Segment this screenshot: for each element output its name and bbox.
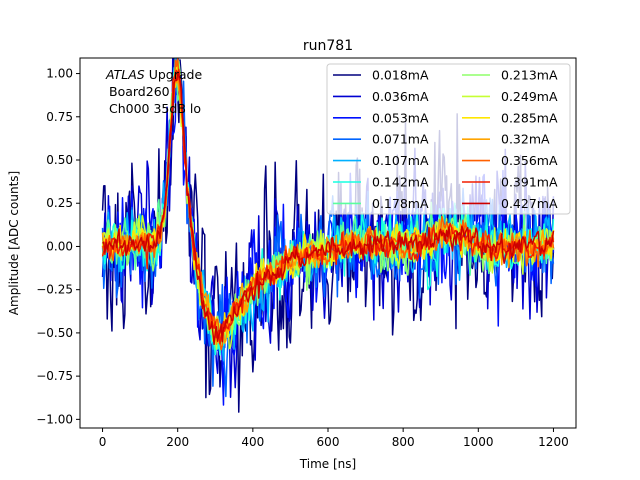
legend-label: 0.053mA xyxy=(372,110,429,125)
legend-label: 0.018mA xyxy=(372,68,429,83)
x-tick-label: 800 xyxy=(392,435,415,449)
legend-label: 0.249mA xyxy=(501,89,558,104)
y-tick-label: 0.25 xyxy=(46,196,73,210)
y-axis-label: Amplitude [ADC counts] xyxy=(7,171,21,315)
annotation-line-2: Board260 xyxy=(109,84,170,99)
x-tick-label: 400 xyxy=(241,435,264,449)
legend-label: 0.356mA xyxy=(501,153,558,168)
legend-label: 0.213mA xyxy=(501,68,558,83)
y-tick-label: 1.00 xyxy=(46,67,73,81)
legend-label: 0.071mA xyxy=(372,132,429,147)
legend-label: 0.427mA xyxy=(501,196,558,211)
legend-label: 0.285mA xyxy=(501,110,558,125)
annotation-upgrade: Upgrade xyxy=(145,67,203,82)
x-tick-label: 600 xyxy=(317,435,340,449)
legend-label: 0.107mA xyxy=(372,153,429,168)
legend-label: 0.178mA xyxy=(372,196,429,211)
x-tick-label: 1200 xyxy=(538,435,569,449)
legend-frame xyxy=(326,63,571,215)
annotation-line-3: Ch000 35dB lo xyxy=(109,101,201,116)
series-line-0.391mA xyxy=(101,68,555,345)
x-tick-label: 200 xyxy=(166,435,189,449)
y-tick-label: 0.00 xyxy=(46,239,73,253)
y-tick-label: −0.75 xyxy=(36,369,73,383)
series-layer xyxy=(101,58,555,413)
y-tick-label: −0.25 xyxy=(36,283,73,297)
atlas-annotation: ATLAS Upgrade Board260 Ch000 35dB lo xyxy=(105,67,202,116)
y-tick-label: −1.00 xyxy=(36,412,73,426)
x-tick-label: 0 xyxy=(99,435,107,449)
legend-label: 0.391mA xyxy=(501,175,558,190)
y-tick-label: 0.75 xyxy=(46,110,73,124)
y-tick-label: 0.50 xyxy=(46,153,73,167)
y-tick-label: −0.50 xyxy=(36,326,73,340)
series-line-0.356mA xyxy=(101,58,555,351)
x-axis: 0 200 400 600 800 1000 1200 xyxy=(99,428,569,449)
x-tick-label: 1000 xyxy=(463,435,494,449)
series-line-0.427mA xyxy=(102,71,555,346)
legend-label: 0.32mA xyxy=(501,132,550,147)
annotation-line-1: ATLAS Upgrade xyxy=(105,67,202,82)
x-axis-label: Time [ns] xyxy=(299,457,356,471)
y-axis: −1.00 −0.75 −0.50 −0.25 0.00 0.25 0.50 0.75 1.00 xyxy=(36,67,80,426)
legend: 0.018mA 0.036mA 0.053mA 0.071mA 0.107mA 0.142… xyxy=(326,63,571,215)
chart-title: run781 xyxy=(303,38,353,54)
annotation-atlas: ATLAS xyxy=(105,67,145,82)
legend-label: 0.036mA xyxy=(372,89,429,104)
legend-label: 0.142mA xyxy=(372,175,429,190)
